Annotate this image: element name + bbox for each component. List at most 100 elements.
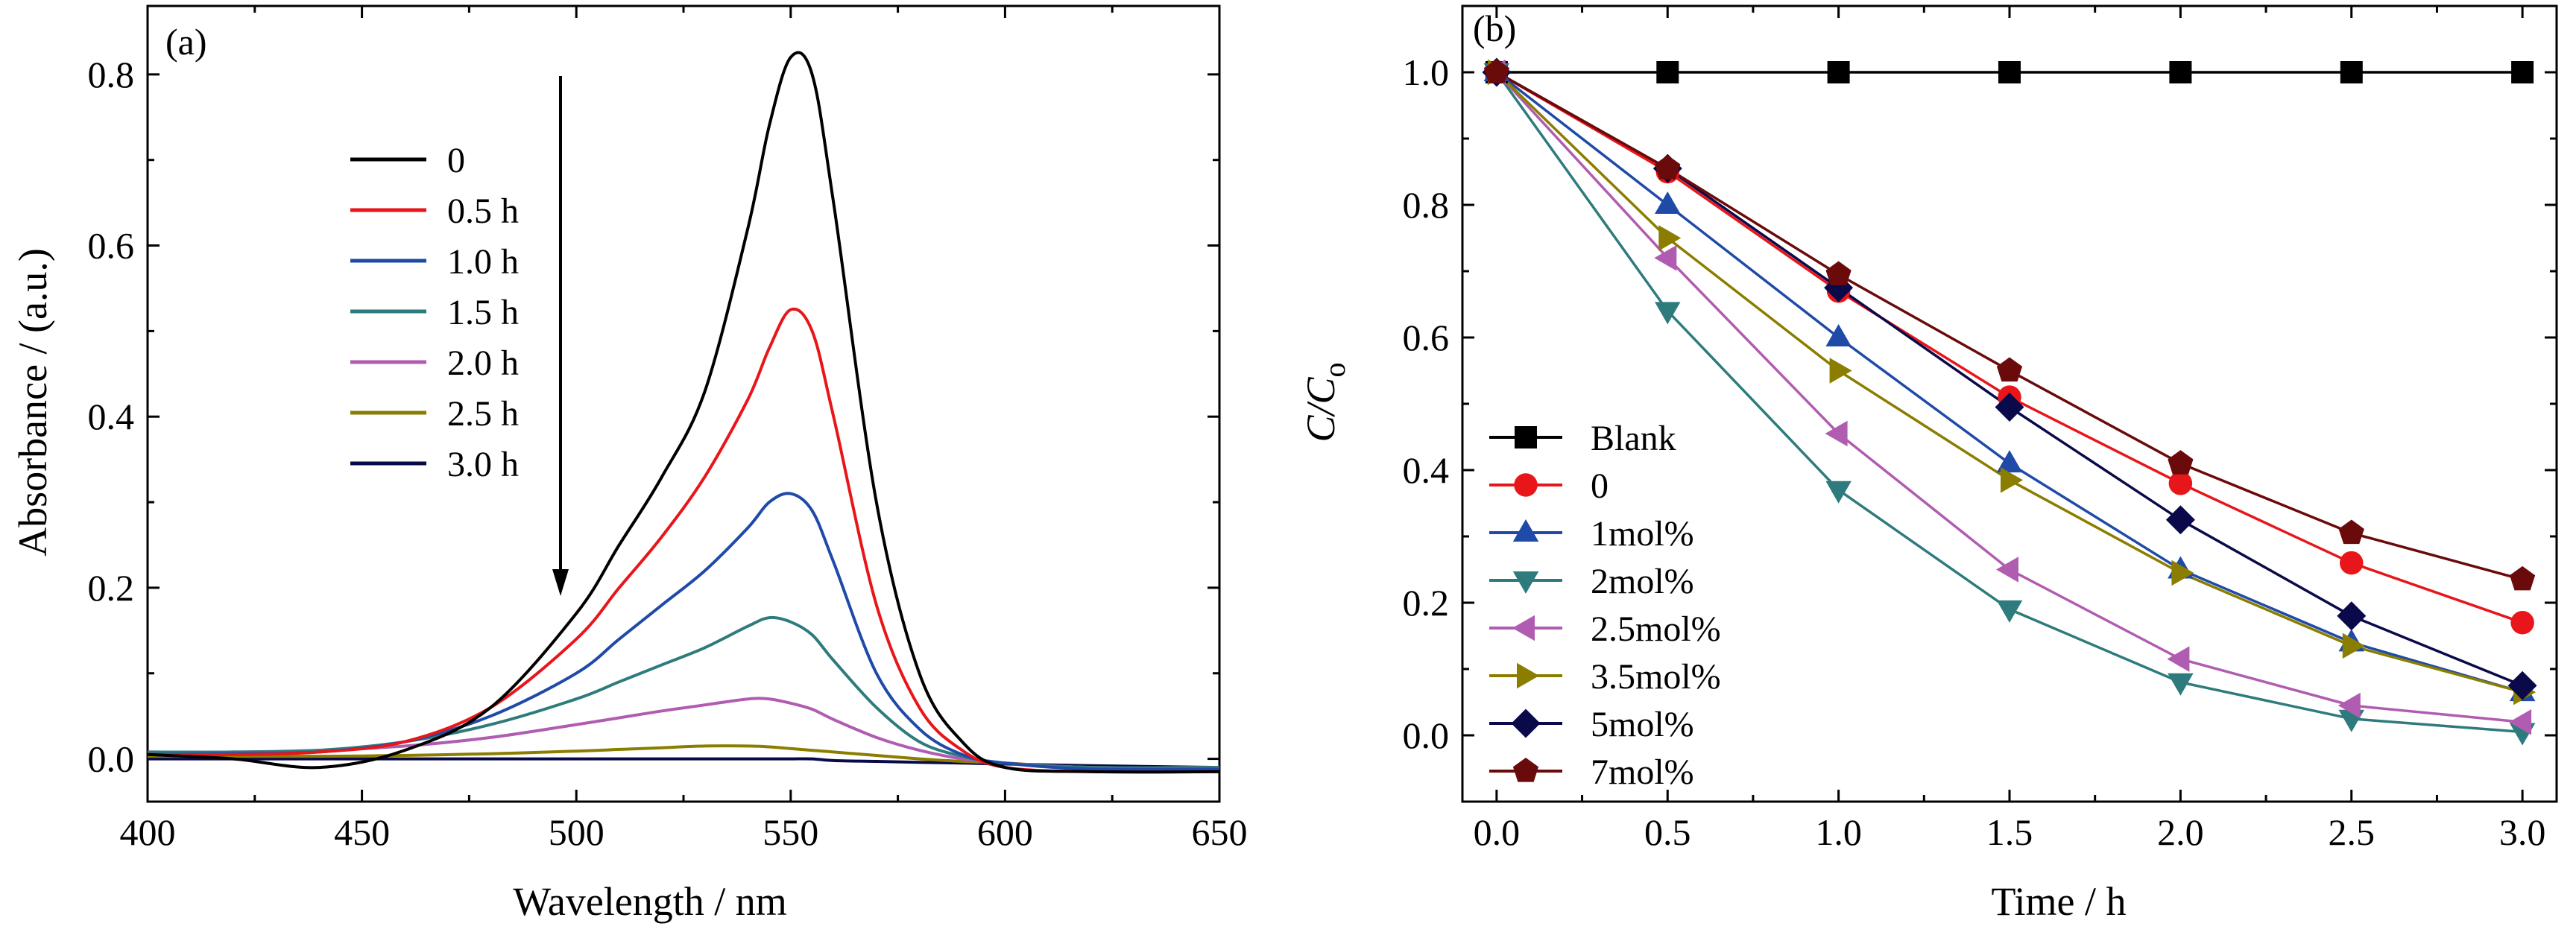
data-point-2mol [1996,600,2023,623]
panel-b-x-tick-label: 1.0 [1815,811,1862,853]
panel-a-y-tick-label: 0.4 [88,396,135,437]
panel-b-y-axis-title-sub: o [1318,362,1351,377]
panel-b-x-tick-label: 2.5 [2329,811,2375,853]
panel-a-y-tick-label: 0.8 [88,54,135,95]
data-point-5mol [1995,393,2024,422]
panel-b-label: (b) [1473,7,1516,49]
data-point-blank [2511,61,2534,83]
data-point-7mol [2338,519,2364,545]
data-point-2-5mol [2509,709,2532,735]
data-point-0 [2510,610,2534,635]
legend-label-3-0-h: 3.0 h [447,445,519,484]
data-point-blank [2340,61,2363,83]
data-point-3-5mol [2171,559,2194,586]
data-point-7mol [1996,357,2023,382]
panel-b-y-tick-label: 0.2 [1403,582,1450,624]
legend-marker-1mol [1512,519,1539,542]
legend-marker-7mol [1512,758,1539,782]
legend-marker-5mol [1511,708,1541,738]
panel-b-y-axis-title: C/Co [1298,362,1351,442]
data-point-3-5mol [2342,633,2365,659]
spectrum-line-0 [147,51,1220,774]
panel-b-y-axis-title-main: C/C [1298,377,1343,443]
legend-label-2mol: 2mol% [1591,562,1694,601]
data-point-7mol [1655,155,1681,180]
data-point-2mol [2168,673,2194,696]
legend-label-2-5mol: 2.5mol% [1591,609,1721,649]
data-point-2mol [1655,302,1681,325]
legend-label-7mol: 7mol% [1591,752,1694,792]
panel-a-legend: 0 0.5 h 1.0 h 1.5 h 2.0 h 2.5 h 3.0 h [350,141,519,484]
panel-a-x-tick-label: 500 [549,811,604,853]
legend-marker-2-5mol [1512,615,1535,641]
legend-marker-2mol [1512,571,1539,594]
legend-label-2-5-h: 2.5 h [447,394,519,434]
series-line-7mol [1496,71,2523,581]
panel-a-x-tick-label: 400 [120,811,176,853]
legend-label-5mol: 5mol% [1591,705,1694,744]
data-point-3-5mol [1829,358,1852,384]
data-point-1mol [1825,324,1852,346]
panel-a-x-tick-label: 650 [1192,811,1248,853]
legend-label-0: 0 [1591,466,1609,506]
legend-marker-3-5mol [1517,662,1539,689]
data-point-blank [1998,61,2021,83]
panel-b-x-tick-label: 3.0 [2499,811,2546,853]
panel-a-y-tick-label: 0.6 [88,225,135,267]
panel-a-label: (a) [165,21,207,63]
data-point-blank [1656,61,1679,83]
panel-b: (b) Time / h C/Co 0.0 0.5 1.0 1.5 2.0 2.5 3.0 0… [1298,4,2558,924]
panel-a-y-tick-label: 0.2 [88,567,135,609]
data-point-blank [1827,61,1850,83]
trend-arrow-head [552,569,569,596]
data-point-7mol [1483,59,1509,83]
data-point-blank [2169,61,2192,83]
data-point-2-5mol [1996,557,2018,583]
panel-a-x-tick-label: 600 [977,811,1033,853]
legend-label-3-5mol: 3.5mol% [1591,657,1721,697]
panel-b-y-tick-label: 0.0 [1403,714,1450,756]
data-point-7mol [2168,450,2194,475]
data-point-2mol [1825,481,1852,504]
legend-label-2-0-h: 2.0 h [447,343,519,383]
data-point-0 [2168,472,2193,495]
panel-a-y-axis-title: Absorbance / (a.u.) [10,248,55,557]
data-point-2mol [2338,709,2364,732]
data-point-5mol [2337,601,2367,631]
panel-b-legend: Blank 0 1mol% 2mol% 2.5mol% 3.5mol% 5mol% 7mol% [1489,419,1721,792]
data-point-0 [2340,551,2364,575]
legend-label-1-5-h: 1.5 h [447,293,519,332]
panel-b-y-tick-label: 0.4 [1403,449,1450,491]
panel-a-x-tick-label: 450 [334,811,390,853]
data-point-5mol [2507,671,2537,700]
data-point-3-5mol [2001,467,2023,493]
spectrum-line-1-5-h [147,615,1220,770]
panel-b-x-tick-label: 2.0 [2157,811,2204,853]
panel-b-x-axis-title: Time / h [1991,879,2126,924]
panel-b-x-tick-label: 0.5 [1644,811,1691,853]
spectrum-line-1-0-h [147,492,1220,771]
data-point-1mol [1655,191,1681,214]
legend-label-0: 0 [447,141,465,180]
panel-a: (a) Wavelength / nm Absorbance / (a.u.) … [10,4,1248,924]
legend-marker-blank [1515,426,1537,448]
spectrum-line-2-0-h [147,697,1220,770]
legend-marker-0 [1514,473,1538,497]
legend-label-0-5-h: 0.5 h [447,191,519,231]
data-point-2-5mol [1654,245,1677,271]
panel-a-plot-frame [146,4,1221,803]
data-point-5mol [2165,505,2195,535]
data-point-1mol [1996,450,2023,473]
panel-b-y-tick-label: 0.8 [1403,184,1450,226]
panel-b-x-tick-label: 0.0 [1474,811,1521,853]
data-point-2-5mol [1825,420,1848,447]
legend-label-blank: Blank [1591,419,1676,458]
panel-a-x-axis-title: Wavelength / nm [513,879,787,924]
legend-label-1-0-h: 1.0 h [447,242,519,282]
legend-label-1mol: 1mol% [1591,514,1694,554]
data-point-7mol [1825,261,1852,285]
data-point-3-5mol [1658,225,1682,251]
panel-b-y-tick-label: 0.6 [1403,317,1450,358]
data-point-2-5mol [2167,646,2190,672]
